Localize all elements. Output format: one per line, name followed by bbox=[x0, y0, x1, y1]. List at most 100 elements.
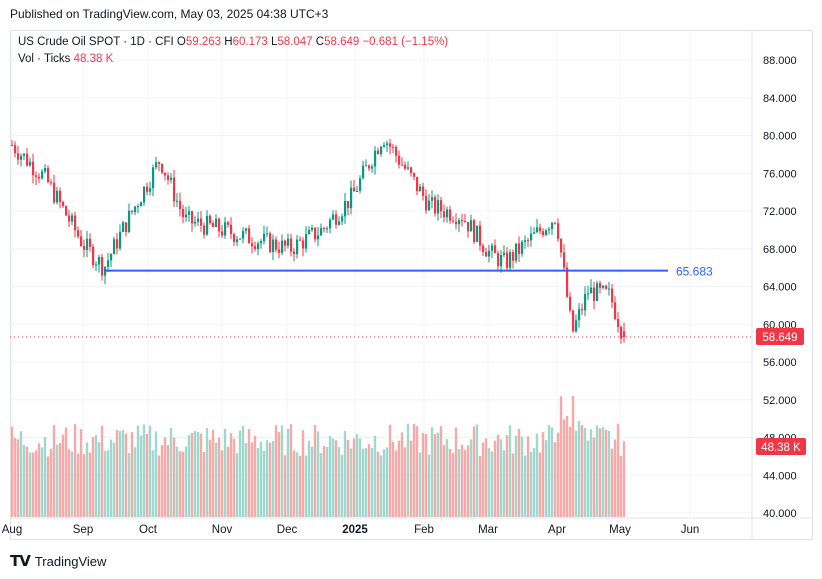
low-label: L bbox=[270, 36, 278, 48]
volume-bar bbox=[262, 450, 266, 517]
volume-bar bbox=[316, 431, 320, 517]
volume-bar bbox=[445, 439, 449, 517]
volume-legend: Vol · Ticks 48.38 K bbox=[18, 53, 113, 65]
candle-body bbox=[20, 155, 23, 160]
candle-body bbox=[485, 251, 488, 257]
candle-body bbox=[110, 254, 113, 261]
candle-body bbox=[50, 182, 53, 184]
volume-bar bbox=[619, 455, 623, 517]
candle-body bbox=[248, 228, 251, 244]
candle-body bbox=[212, 223, 215, 228]
volume-bar bbox=[79, 429, 83, 517]
candle-body bbox=[236, 239, 239, 242]
candle-body bbox=[521, 241, 524, 254]
volume-bar bbox=[337, 447, 341, 517]
candle-body bbox=[611, 288, 614, 303]
volume-bar bbox=[226, 446, 230, 517]
price-tick-label: 52.000 bbox=[763, 395, 797, 407]
candle-body bbox=[116, 239, 119, 249]
candle-body bbox=[44, 167, 47, 172]
candle-body bbox=[311, 227, 314, 230]
volume-bar bbox=[184, 446, 188, 517]
candle-body bbox=[365, 165, 368, 167]
candle-body bbox=[272, 239, 275, 252]
candle-body bbox=[536, 227, 539, 233]
volume-bar bbox=[553, 442, 557, 517]
candle-body bbox=[296, 239, 299, 255]
volume-bar bbox=[394, 450, 398, 517]
candle-body bbox=[134, 206, 137, 213]
volume-bar bbox=[421, 432, 425, 517]
candle-body bbox=[518, 243, 521, 254]
volume-bar bbox=[127, 453, 131, 517]
volume-bar bbox=[121, 430, 125, 517]
volume-bar bbox=[310, 446, 314, 517]
volume-bar bbox=[562, 419, 566, 517]
candle-body bbox=[347, 201, 350, 209]
ohlc-legend: US Crude Oil SPOT · 1D · CFI O59.263 H60… bbox=[18, 36, 448, 48]
candle-body bbox=[305, 234, 308, 249]
candle-body bbox=[389, 143, 392, 147]
volume-bar bbox=[55, 444, 59, 517]
candle-body bbox=[128, 210, 131, 232]
volume-bar bbox=[364, 448, 368, 517]
volume-bar bbox=[289, 424, 293, 517]
candle-body bbox=[563, 252, 566, 268]
candle-body bbox=[188, 211, 191, 215]
candle-body bbox=[350, 187, 353, 209]
volume-bar bbox=[109, 439, 113, 517]
candle-body bbox=[434, 197, 437, 214]
volume-bar bbox=[343, 431, 347, 517]
volume-bar bbox=[88, 452, 92, 517]
candle-body bbox=[584, 293, 587, 311]
volume-bar bbox=[94, 435, 98, 517]
price-tick-label: 64.000 bbox=[763, 282, 797, 294]
volume-bar bbox=[19, 431, 23, 517]
volume-bar bbox=[415, 426, 419, 517]
candle-body bbox=[425, 195, 428, 211]
price-tick-label: 44.000 bbox=[763, 470, 797, 482]
volume-bar bbox=[331, 438, 335, 517]
candle-body bbox=[83, 246, 86, 250]
time-tick-label: Aug bbox=[2, 524, 22, 536]
open-label: O bbox=[176, 36, 186, 48]
volume-bar bbox=[193, 430, 197, 517]
volume-bar bbox=[64, 427, 68, 517]
candle-body bbox=[392, 146, 395, 148]
volume-bar bbox=[466, 445, 470, 517]
candle-body bbox=[440, 200, 443, 212]
candle-body bbox=[449, 209, 452, 221]
volume-bar bbox=[358, 438, 362, 517]
volume-bar bbox=[550, 427, 554, 517]
candle-body bbox=[407, 167, 410, 169]
volume-bar bbox=[205, 428, 209, 517]
volume-bar bbox=[34, 450, 38, 517]
volume-bar bbox=[151, 450, 155, 517]
candle-body bbox=[497, 253, 500, 267]
volume-bar bbox=[385, 447, 389, 517]
volume-bar bbox=[28, 452, 32, 517]
candle-body bbox=[458, 220, 461, 225]
volume-bar bbox=[622, 441, 626, 517]
volume-bar bbox=[538, 452, 542, 517]
candle-body bbox=[437, 200, 440, 214]
brand-name[interactable]: TradingView bbox=[34, 553, 107, 569]
candle-body bbox=[146, 186, 149, 192]
candle-body bbox=[374, 150, 377, 167]
symbol-label[interactable]: US Crude Oil SPOT · 1D · CFI bbox=[18, 36, 174, 48]
volume-bar bbox=[265, 440, 269, 517]
tradingview-logo-icon[interactable]: 𝗧𝗩 bbox=[10, 553, 31, 570]
volume-bar bbox=[541, 432, 545, 517]
volume-bar bbox=[229, 433, 233, 517]
volume-bar bbox=[511, 453, 515, 517]
volume-bar bbox=[148, 425, 152, 517]
volume-bar bbox=[85, 442, 89, 517]
candle-body bbox=[29, 161, 32, 166]
volume-bar bbox=[451, 453, 455, 517]
volume-label[interactable]: Vol · Ticks bbox=[18, 53, 71, 65]
candle-body bbox=[101, 257, 104, 276]
volume-bar bbox=[571, 395, 575, 517]
candle-body bbox=[65, 206, 68, 216]
candle-body bbox=[512, 252, 515, 261]
